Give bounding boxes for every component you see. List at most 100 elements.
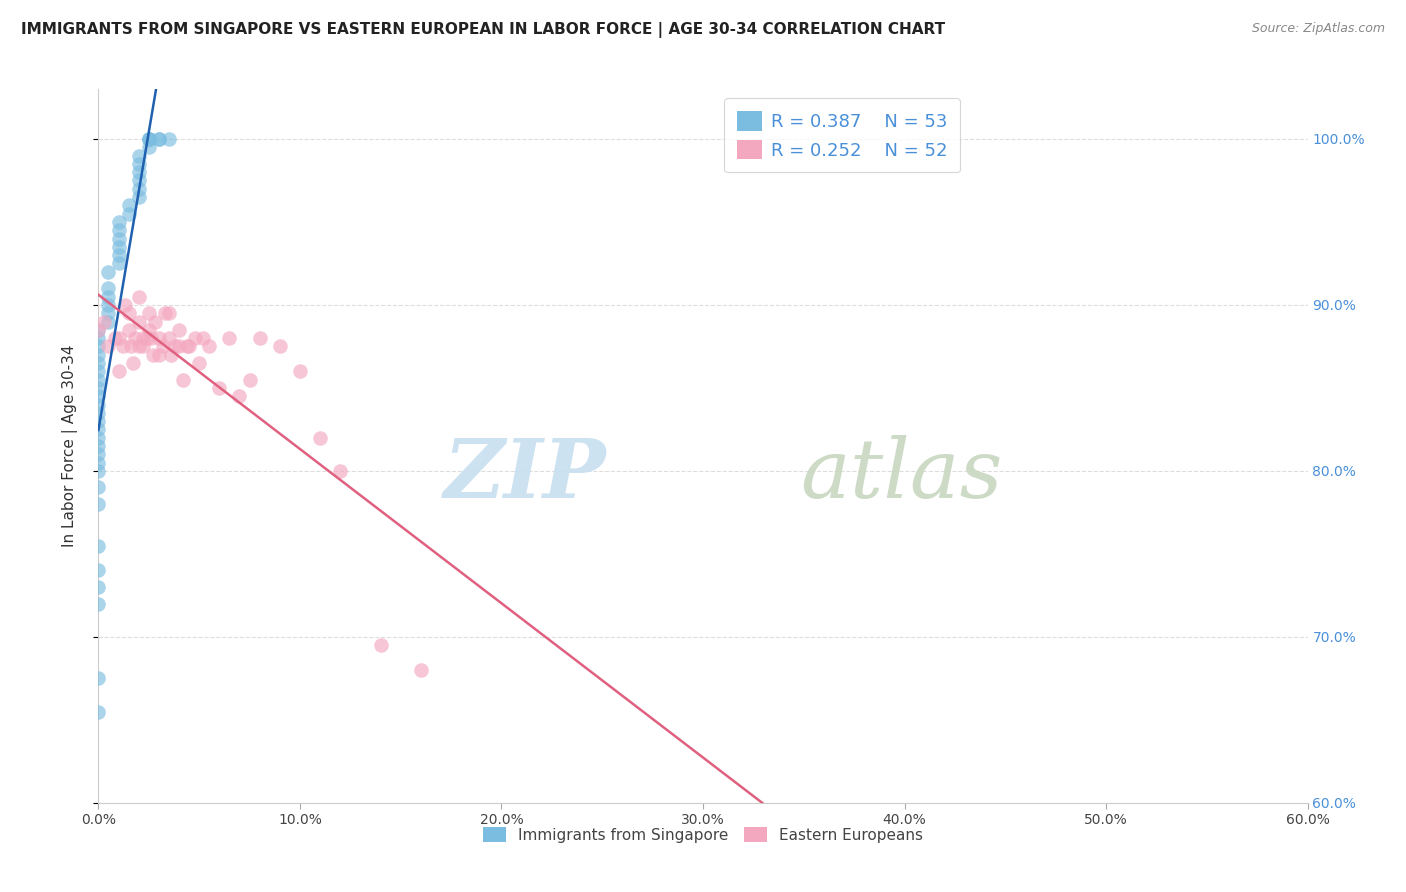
- Point: [87, 497, 110, 511]
- Point: [138, 132, 160, 146]
- Point: [138, 132, 160, 146]
- Point: [97, 298, 120, 312]
- Text: atlas: atlas: [800, 434, 1002, 515]
- Point: [97, 281, 120, 295]
- Point: [135, 331, 157, 345]
- Y-axis label: In Labor Force | Age 30-34: In Labor Force | Age 30-34: [62, 344, 77, 548]
- Point: [188, 356, 211, 370]
- Point: [138, 323, 160, 337]
- Point: [87, 580, 110, 594]
- Point: [142, 348, 165, 362]
- Point: [124, 331, 146, 345]
- Point: [148, 132, 170, 146]
- Point: [239, 373, 262, 387]
- Point: [107, 256, 129, 270]
- Point: [269, 339, 291, 353]
- Point: [97, 265, 120, 279]
- Point: [139, 331, 162, 345]
- Point: [148, 331, 170, 345]
- Point: [218, 331, 240, 345]
- Point: [118, 323, 141, 337]
- Point: [87, 414, 110, 428]
- Point: [107, 248, 129, 262]
- Point: [87, 464, 110, 478]
- Point: [97, 306, 120, 320]
- Point: [87, 364, 110, 378]
- Point: [143, 314, 166, 328]
- Point: [114, 298, 136, 312]
- Point: [198, 339, 221, 353]
- Point: [128, 165, 150, 179]
- Point: [138, 306, 160, 320]
- Text: ZIP: ZIP: [444, 434, 606, 515]
- Point: [157, 331, 180, 345]
- Point: [138, 140, 160, 154]
- Point: [167, 339, 190, 353]
- Point: [87, 323, 110, 337]
- Point: [87, 331, 110, 345]
- Point: [87, 539, 110, 553]
- Point: [128, 290, 150, 304]
- Point: [370, 638, 392, 652]
- Point: [111, 339, 134, 353]
- Point: [409, 663, 432, 677]
- Point: [120, 339, 142, 353]
- Point: [87, 397, 110, 411]
- Point: [309, 431, 332, 445]
- Point: [87, 339, 110, 353]
- Point: [97, 339, 120, 353]
- Point: [103, 331, 125, 345]
- Point: [193, 331, 215, 345]
- Point: [97, 314, 120, 328]
- Point: [87, 356, 110, 370]
- Point: [121, 356, 143, 370]
- Point: [87, 447, 110, 461]
- Point: [152, 339, 174, 353]
- Point: [148, 348, 170, 362]
- Point: [87, 422, 110, 436]
- Point: [87, 373, 110, 387]
- Point: [87, 381, 110, 395]
- Point: [128, 182, 150, 196]
- Point: [128, 339, 150, 353]
- Point: [128, 173, 150, 187]
- Text: Source: ZipAtlas.com: Source: ZipAtlas.com: [1251, 22, 1385, 36]
- Point: [329, 464, 352, 478]
- Point: [160, 348, 183, 362]
- Point: [93, 314, 115, 328]
- Point: [157, 306, 180, 320]
- Point: [87, 439, 110, 453]
- Point: [249, 331, 271, 345]
- Point: [118, 207, 141, 221]
- Point: [128, 157, 150, 171]
- Point: [132, 331, 155, 345]
- Point: [118, 198, 141, 212]
- Point: [87, 481, 110, 495]
- Point: [153, 306, 176, 320]
- Point: [128, 314, 150, 328]
- Text: IMMIGRANTS FROM SINGAPORE VS EASTERN EUROPEAN IN LABOR FORCE | AGE 30-34 CORRELA: IMMIGRANTS FROM SINGAPORE VS EASTERN EUR…: [21, 22, 945, 38]
- Point: [128, 190, 150, 204]
- Point: [148, 132, 170, 146]
- Point: [228, 389, 250, 403]
- Point: [87, 671, 110, 685]
- Point: [163, 339, 186, 353]
- Point: [87, 456, 110, 470]
- Point: [167, 323, 190, 337]
- Point: [87, 323, 110, 337]
- Point: [208, 381, 231, 395]
- Point: [128, 148, 150, 162]
- Point: [172, 373, 194, 387]
- Point: [138, 132, 160, 146]
- Point: [132, 339, 155, 353]
- Point: [107, 364, 129, 378]
- Point: [87, 348, 110, 362]
- Point: [87, 389, 110, 403]
- Point: [184, 331, 207, 345]
- Point: [87, 564, 110, 578]
- Point: [107, 231, 129, 245]
- Point: [87, 406, 110, 420]
- Point: [87, 431, 110, 445]
- Point: [288, 364, 311, 378]
- Point: [118, 306, 141, 320]
